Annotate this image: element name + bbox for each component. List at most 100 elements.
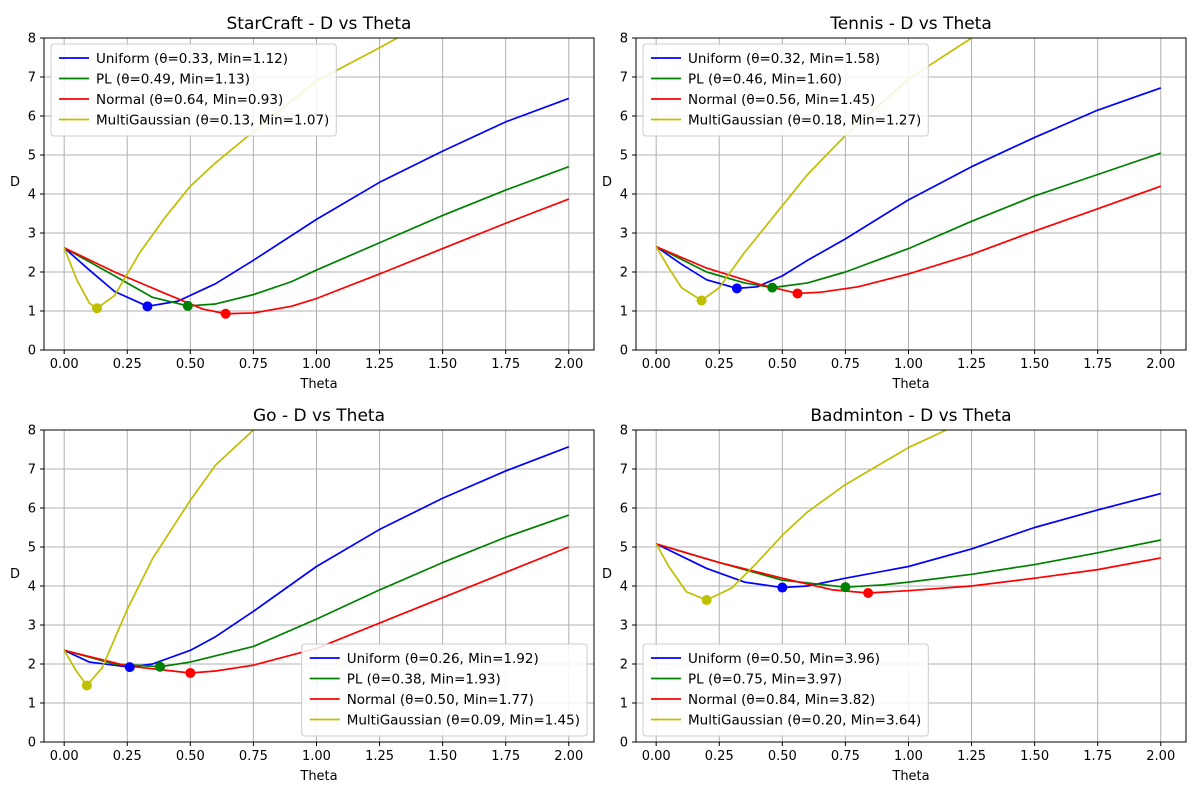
x-tick-label: 1.75 xyxy=(491,357,520,372)
y-tick-label: 3 xyxy=(620,619,628,634)
legend-box xyxy=(301,643,588,737)
x-tick-label: 0.50 xyxy=(768,749,797,764)
y-tick-label: 2 xyxy=(28,266,36,281)
x-tick-label: 1.50 xyxy=(428,749,457,764)
x-tick-label: 0.50 xyxy=(176,749,205,764)
legend-entry: MultiGaussian (θ=0.13, Min=1.07) xyxy=(96,112,329,128)
y-tick-label: 2 xyxy=(620,658,628,673)
series-line-normal xyxy=(63,198,570,315)
x-tick-label: 0.75 xyxy=(831,749,860,764)
series-line-pl xyxy=(655,539,1161,589)
x-tick-label: 0.25 xyxy=(113,749,142,764)
x-tick-label: 0.50 xyxy=(176,357,205,372)
y-axis-label: D xyxy=(602,567,612,582)
series-line-uniform xyxy=(655,492,1161,589)
x-axis-label: Theta xyxy=(891,377,929,392)
series-line-normal xyxy=(655,185,1162,295)
legend: Uniform (θ=0.33, Min=1.12) PL (θ=0.49, Mi… xyxy=(50,43,337,137)
min-marker-multigaussian xyxy=(91,303,102,314)
legend-box xyxy=(642,643,929,737)
y-tick-label: 0 xyxy=(620,736,628,751)
y-tick-label: 2 xyxy=(620,266,628,281)
y-tick-label: 8 xyxy=(620,32,628,47)
y-tick-label: 5 xyxy=(28,541,36,556)
min-marker-multigaussian xyxy=(701,595,712,606)
min-marker-pl xyxy=(182,300,193,311)
min-marker-multigaussian xyxy=(696,295,707,306)
y-tick-label: 0 xyxy=(620,344,628,359)
series-line-uniform xyxy=(63,445,570,668)
legend: Uniform (θ=0.26, Min=1.92) PL (θ=0.38, Mi… xyxy=(301,643,588,737)
legend-entry: Normal (θ=0.56, Min=1.45) xyxy=(688,92,875,108)
x-tick-label: 1.00 xyxy=(894,749,923,764)
series-line-uniform xyxy=(655,87,1162,290)
y-tick-label: 6 xyxy=(28,110,36,125)
min-marker-normal xyxy=(792,288,803,299)
x-tick-label: 2.00 xyxy=(554,357,583,372)
y-tick-label: 2 xyxy=(28,658,36,673)
y-tick-label: 8 xyxy=(28,32,36,47)
y-tick-label: 3 xyxy=(28,619,36,634)
x-tick-label: 0.00 xyxy=(642,749,671,764)
legend-entry: PL (θ=0.46, Min=1.60) xyxy=(688,71,842,87)
legend-box xyxy=(50,43,337,137)
min-marker-normal xyxy=(863,588,874,599)
x-tick-label: 1.00 xyxy=(302,749,331,764)
x-tick-label: 2.00 xyxy=(1146,749,1175,764)
subplot-title: StarCraft - D vs Theta xyxy=(227,14,412,34)
legend-entry: Uniform (θ=0.32, Min=1.58) xyxy=(688,51,880,67)
y-tick-label: 5 xyxy=(620,149,628,164)
legend: Uniform (θ=0.32, Min=1.58) PL (θ=0.46, Mi… xyxy=(642,43,929,137)
x-tick-label: 1.50 xyxy=(1020,357,1049,372)
y-tick-label: 7 xyxy=(620,71,628,86)
y-tick-label: 7 xyxy=(620,463,628,478)
subplot-2: 0.00 0.25 0.50 0.75 1.00 1.25 1.50 1.75 2.00 0 1 2 3… xyxy=(602,14,1187,392)
series-line-pl xyxy=(63,514,570,668)
x-tick-label: 1.25 xyxy=(957,749,986,764)
legend-entry: Normal (θ=0.64, Min=0.93) xyxy=(96,92,283,108)
x-tick-label: 1.25 xyxy=(957,357,986,372)
y-tick-label: 8 xyxy=(620,424,628,439)
subplot-4: 0.00 0.25 0.50 0.75 1.00 1.25 1.50 1.75 2.00 0 1 2 3… xyxy=(602,406,1187,784)
y-tick-label: 1 xyxy=(28,305,36,320)
series-line-pl xyxy=(655,152,1162,289)
y-tick-label: 1 xyxy=(28,697,36,712)
min-marker-multigaussian xyxy=(81,680,92,691)
y-tick-label: 6 xyxy=(620,502,628,517)
legend-entry: Uniform (θ=0.26, Min=1.92) xyxy=(347,651,539,667)
legend-entry: PL (θ=0.38, Min=1.93) xyxy=(347,671,501,687)
x-tick-label: 2.00 xyxy=(554,749,583,764)
x-tick-label: 0.25 xyxy=(705,357,734,372)
x-tick-label: 0.75 xyxy=(239,749,268,764)
y-tick-label: 4 xyxy=(28,580,36,595)
series-line-uniform xyxy=(63,97,570,308)
series-line-multigaussian xyxy=(655,430,947,601)
legend: Uniform (θ=0.50, Min=3.96) PL (θ=0.75, Mi… xyxy=(642,643,929,737)
y-axis-label: D xyxy=(10,567,20,582)
y-tick-label: 0 xyxy=(28,344,36,359)
x-tick-label: 1.25 xyxy=(365,357,394,372)
x-tick-label: 0.25 xyxy=(113,357,142,372)
subplot-1: 0.00 0.25 0.50 0.75 1.00 1.25 1.50 1.75 2.00 0 1 2 3… xyxy=(10,14,595,392)
y-tick-label: 3 xyxy=(620,227,628,242)
series-line-multigaussian xyxy=(63,430,254,687)
y-tick-label: 8 xyxy=(28,424,36,439)
subplot-title: Tennis - D vs Theta xyxy=(829,14,992,34)
min-marker-uniform xyxy=(124,662,135,673)
x-tick-label: 1.00 xyxy=(894,357,923,372)
x-tick-label: 1.75 xyxy=(491,749,520,764)
y-tick-label: 4 xyxy=(620,188,628,203)
x-tick-label: 0.50 xyxy=(768,357,797,372)
legend-entry: Normal (θ=0.50, Min=1.77) xyxy=(347,692,534,708)
y-tick-label: 1 xyxy=(620,697,628,712)
y-tick-label: 7 xyxy=(28,71,36,86)
x-axis-label: Theta xyxy=(299,377,337,392)
x-tick-label: 1.50 xyxy=(1020,749,1049,764)
subplot-title: Go - D vs Theta xyxy=(253,406,385,426)
legend-entry: MultiGaussian (θ=0.20, Min=3.64) xyxy=(688,712,921,728)
min-marker-pl xyxy=(155,661,166,672)
legend-entry: MultiGaussian (θ=0.18, Min=1.27) xyxy=(688,112,921,128)
x-tick-label: 1.75 xyxy=(1083,357,1112,372)
y-tick-label: 5 xyxy=(620,541,628,556)
